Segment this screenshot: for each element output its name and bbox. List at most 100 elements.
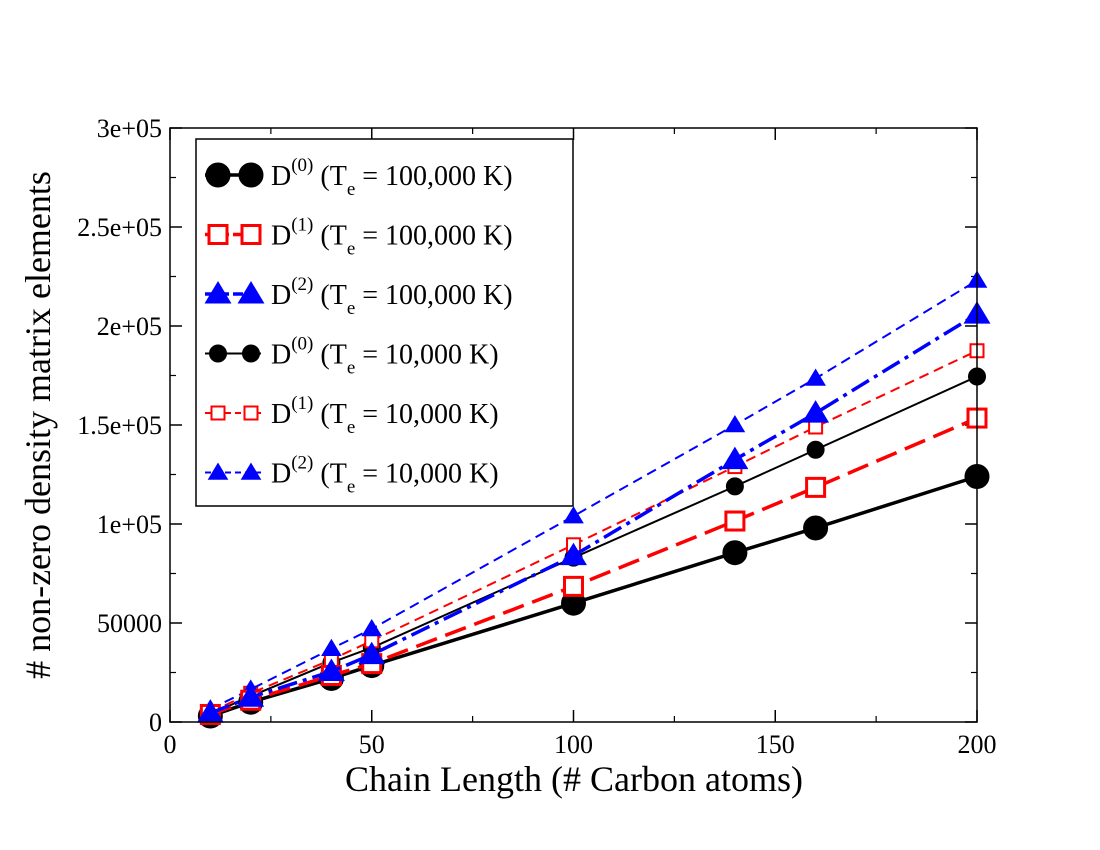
legend-entry-d0-10k: D(0) (Te = 10,000 K) [205, 334, 499, 379]
x-tick-label: 150 [756, 730, 795, 759]
legend-label: D(2) (Te = 10,000 K) [271, 453, 499, 498]
legend-label-sub: e [347, 358, 355, 379]
legend-label-post: = 100,000 K) [355, 161, 512, 192]
legend-label-sub: e [347, 477, 355, 498]
y-tick-label: 1.5e+05 [77, 411, 162, 440]
series-line-d0-10k [209, 375, 978, 715]
legend-label: D(1) (Te = 10,000 K) [271, 393, 499, 438]
legend-label-sup: (1) [291, 393, 313, 414]
y-axis-label: # non-zero density matrix elements [18, 171, 58, 679]
legend-label: D(1) (Te = 100,000 K) [271, 215, 513, 260]
data-point-d2-10k [724, 415, 746, 433]
legend-label-base: D [271, 161, 291, 192]
legend-space [313, 459, 320, 490]
legend-marker-sample [205, 162, 231, 188]
legend-space [313, 340, 320, 371]
data-point-d2-100k [358, 641, 386, 665]
data-point-d1-100k [724, 510, 746, 532]
legend-marker-sample [237, 281, 265, 304]
legend-marker-sample [209, 344, 227, 363]
legend-label-post: = 10,000 K) [355, 399, 498, 430]
legend: D(0) (Te = 100,000 K)D(1) (Te = 100,000 … [195, 138, 574, 507]
data-point-d2-100k [317, 658, 345, 682]
data-point-d2-100k [721, 446, 749, 470]
legend-label-post: = 100,000 K) [355, 221, 512, 252]
legend-label-sup: (2) [291, 274, 313, 295]
y-tick-label: 3e+05 [97, 114, 162, 143]
legend-label-base: D [271, 459, 291, 490]
legend-label-post: = 10,000 K) [355, 340, 498, 371]
legend-entry-d2-10k: D(2) (Te = 10,000 K) [205, 453, 499, 498]
data-point-d0-10k [806, 440, 825, 459]
data-point-d2-10k [563, 506, 584, 524]
legend-label-post: = 10,000 K) [355, 459, 498, 490]
data-point-d2-100k [237, 684, 265, 707]
legend-label-sub: e [347, 179, 355, 200]
y-tick-label: 0 [149, 708, 162, 737]
legend-marker-sample [207, 224, 229, 245]
legend-label-post: = 100,000 K) [355, 280, 512, 311]
legend-label-sup: (2) [291, 453, 313, 474]
legend-marker-sample [242, 344, 260, 363]
series-line-d0-100k [209, 474, 978, 718]
x-tick-label: 50 [359, 730, 385, 759]
legend-label-base: D [271, 221, 291, 252]
data-point-d2-10k [361, 618, 383, 637]
data-point-d2-100k [802, 400, 830, 423]
legend-marker-sample [243, 405, 259, 421]
legend-space [313, 161, 320, 192]
x-tick-label: 200 [958, 730, 997, 759]
legend-label-pre: (T [320, 459, 346, 490]
series-line-d2-10k [209, 279, 978, 711]
legend-space [313, 399, 320, 430]
y-tick-label: 2e+05 [97, 312, 162, 341]
legend-label-sup: (0) [291, 155, 313, 176]
series-line-d2-100k [209, 312, 978, 715]
legend-label-pre: (T [320, 280, 346, 311]
legend-space [313, 280, 320, 311]
legend-label-sub: e [347, 298, 355, 319]
data-point-d2-10k [805, 368, 826, 386]
legend-box [195, 138, 574, 507]
legend-entry-d1-100k: D(1) (Te = 100,000 K) [205, 215, 513, 260]
legend-marker-sample [207, 462, 229, 480]
legend-entry-d1-10k: D(1) (Te = 10,000 K) [205, 393, 499, 438]
plot-frame [169, 127, 978, 723]
y-tick-label: 2.5e+05 [77, 213, 162, 242]
x-tick-label: 0 [164, 730, 177, 759]
legend-entry-d2-100k: D(2) (Te = 100,000 K) [204, 274, 513, 319]
data-point-d0-100k [722, 540, 748, 566]
legend-label: D(0) (Te = 100,000 K) [271, 155, 513, 200]
series-line-d1-10k [209, 349, 978, 714]
y-tick-label: 50000 [97, 609, 162, 638]
legend-label-sup: (0) [291, 334, 313, 355]
legend-label-sub: e [347, 417, 355, 438]
legend-marker-sample [204, 281, 232, 304]
legend-label-pre: (T [320, 340, 346, 371]
legend-marker-sample [240, 462, 262, 480]
legend-entry-d0-100k: D(0) (Te = 100,000 K) [205, 155, 513, 200]
data-point-d0-10k [725, 477, 744, 496]
legend-label: D(2) (Te = 100,000 K) [271, 274, 513, 319]
legend-label-base: D [271, 399, 291, 430]
x-tick-label: 100 [554, 730, 593, 759]
legend-label-pre: (T [320, 161, 346, 192]
legend-label-base: D [271, 340, 291, 371]
legend-marker-sample [238, 162, 264, 188]
legend-label-pre: (T [320, 399, 346, 430]
legend-space [313, 221, 320, 252]
series-line-d1-100k [209, 416, 978, 717]
legend-label-sup: (1) [291, 215, 313, 236]
x-axis-label: Chain Length (# Carbon atoms) [345, 759, 803, 799]
legend-label-base: D [271, 280, 291, 311]
data-point-d1-100k [805, 476, 827, 498]
y-tick-label: 1e+05 [97, 510, 162, 539]
data-point-d0-100k [803, 515, 829, 541]
data-point-d1-100k [563, 575, 584, 597]
legend-label-pre: (T [320, 221, 346, 252]
legend-label-sub: e [347, 239, 355, 260]
legend-label: D(0) (Te = 10,000 K) [271, 334, 499, 379]
legend-marker-sample [210, 405, 226, 421]
legend-marker-sample [240, 224, 262, 245]
